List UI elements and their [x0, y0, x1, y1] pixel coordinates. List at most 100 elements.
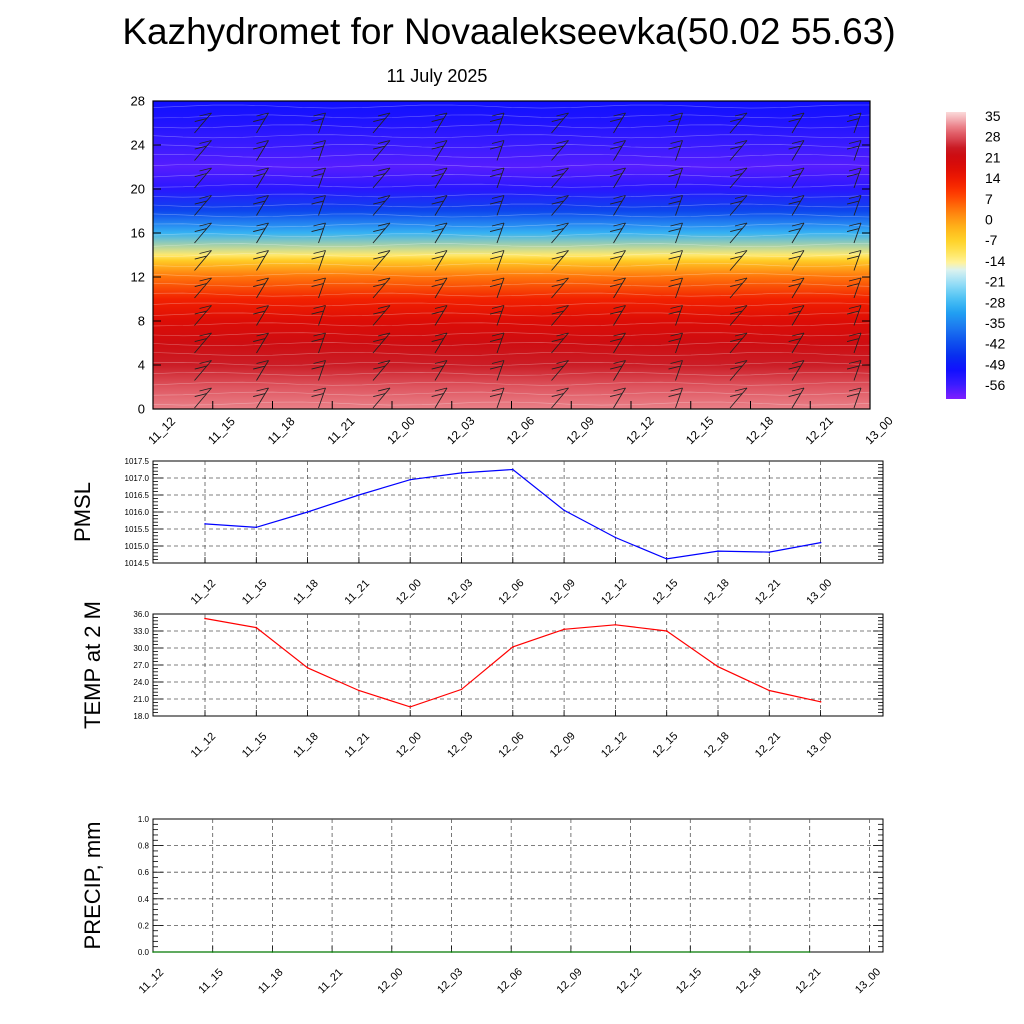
wind-barb [791, 305, 805, 326]
contour-line [153, 263, 870, 267]
wind-barb-feather [431, 118, 444, 123]
wind-barb [675, 387, 683, 409]
wind-barb-feather [373, 365, 386, 370]
wind-barb-feather [791, 360, 805, 364]
heatmap-ytick-label: 16 [131, 226, 145, 241]
wind-barb [613, 222, 626, 244]
wind-barb-feather [434, 360, 448, 364]
wind-barb-feather [377, 195, 391, 199]
wind-barb-feather [730, 118, 743, 123]
wind-barb [613, 112, 626, 134]
series-point [512, 646, 514, 648]
wind-barb-feather [253, 228, 266, 233]
wind-barb [853, 360, 862, 381]
wind-barb-feather [670, 332, 683, 337]
wind-barb-feather [194, 228, 207, 233]
wind-barb [613, 167, 626, 189]
wind-barb [791, 112, 805, 134]
series-point [460, 688, 463, 691]
wind-barb-feather [551, 255, 564, 260]
wind-barb [434, 140, 448, 161]
wind-barb-feather [730, 228, 743, 233]
ytick-label: 1015.0 [125, 542, 150, 551]
wind-barb-feather [791, 332, 805, 337]
wind-barb [791, 195, 805, 216]
colorbar-label: -14 [985, 253, 1005, 269]
wind-barb [791, 387, 805, 409]
wind-barb-feather [668, 145, 681, 150]
wind-barb [853, 332, 862, 354]
wind-barb-feather [373, 228, 386, 233]
wind-barb-feather [253, 283, 266, 288]
wind-barb-feather [253, 365, 266, 370]
heatmap-xtick-label: 11_15 [205, 414, 238, 447]
series-point [510, 951, 512, 953]
wind-barb-feather [311, 200, 324, 205]
xtick-label: 12_12 [599, 577, 629, 607]
wind-barb [318, 250, 326, 271]
wind-barb-feather [788, 365, 801, 370]
contour-line [153, 243, 870, 248]
wind-barb [729, 360, 748, 381]
wind-barb-feather [377, 140, 391, 144]
wind-barb-feather [734, 277, 748, 282]
wind-barb-feather [846, 145, 860, 150]
wind-barb-feather [551, 228, 564, 233]
wind-barb-feather [613, 305, 626, 309]
series-point [665, 558, 668, 560]
series-point [768, 689, 771, 692]
wind-barb-feather [848, 195, 862, 199]
wind-barb-feather [610, 365, 623, 370]
wind-barb-feather [434, 277, 448, 282]
ytick-label: 30.0 [133, 644, 149, 653]
wind-barb [853, 305, 862, 326]
wind-barb-feather [311, 173, 324, 178]
wind-barb-feather [311, 393, 324, 398]
wind-barb-feather [489, 200, 503, 205]
xtick-label: 12_18 [702, 577, 732, 607]
wind-barb-feather [313, 195, 326, 199]
wind-barb-feather [253, 145, 266, 150]
contour-line [153, 183, 870, 188]
wind-barb-feather [489, 118, 503, 123]
wind-barb-feather [730, 310, 743, 315]
wind-barb-feather [377, 167, 391, 172]
wind-barb [256, 195, 269, 216]
wind-barb-feather [788, 228, 801, 233]
wind-barb-feather [377, 250, 391, 254]
wind-barb [613, 250, 626, 271]
wind-barb [613, 277, 626, 299]
wind-barb [434, 387, 448, 409]
wind-barb [194, 112, 212, 134]
wind-barb-feather [551, 393, 564, 398]
wind-barb [372, 195, 391, 216]
wind-barb-feather [556, 195, 569, 199]
wind-barb-feather [556, 387, 569, 392]
wind-barb [675, 360, 683, 381]
wind-barb-feather [846, 173, 860, 178]
wind-barb-feather [491, 167, 505, 172]
wind-barb-feather [431, 393, 444, 398]
wind-barb-feather [551, 283, 564, 288]
wind-barb-feather [734, 222, 748, 227]
wind-barb [729, 222, 748, 244]
xtick-label: 12_03 [435, 966, 465, 996]
wind-barb [613, 140, 626, 161]
temperature-contours [153, 104, 870, 406]
heatmap-xtick-label: 12_09 [563, 413, 597, 447]
colorbar-label: -42 [985, 336, 1005, 352]
wind-barb [853, 140, 862, 161]
wind-barb [256, 305, 269, 326]
wind-barb-feather [373, 393, 386, 398]
wind-barb [729, 332, 748, 354]
wind-barb-feather [846, 393, 860, 398]
wind-barb-feather [194, 200, 207, 205]
wind-barb-feather [730, 283, 743, 288]
wind-barb-feather [199, 332, 212, 337]
wind-barb [256, 387, 269, 409]
wind-barb-feather [256, 387, 269, 392]
wind-barb [496, 360, 505, 381]
heatmap-xtick-label: 11_12 [145, 414, 178, 447]
wind-barb [434, 167, 448, 189]
